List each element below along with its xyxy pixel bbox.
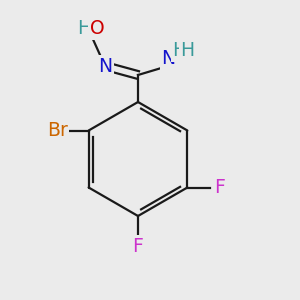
Text: O: O	[90, 19, 104, 38]
Text: N: N	[161, 49, 176, 68]
Text: Br: Br	[47, 121, 68, 140]
Text: F: F	[133, 237, 143, 256]
Text: H: H	[180, 41, 195, 61]
Text: H: H	[172, 41, 187, 61]
Text: N: N	[98, 56, 112, 76]
Text: F: F	[214, 178, 225, 197]
Text: H: H	[77, 19, 91, 38]
